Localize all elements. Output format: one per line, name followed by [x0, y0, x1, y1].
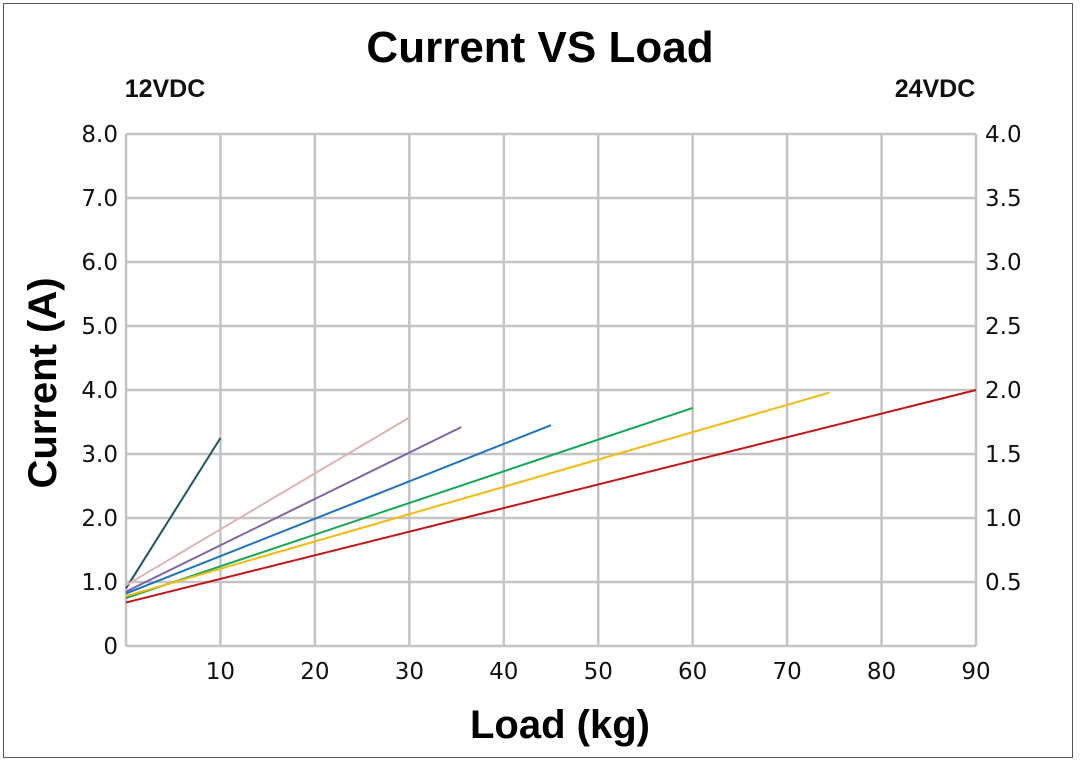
y-tick-label: 8.0	[81, 122, 118, 148]
x-tick-label: 50	[584, 659, 613, 685]
y-tick-label: 4.0	[81, 378, 118, 404]
x-tick-label: 70	[772, 659, 801, 685]
series-line	[125, 391, 830, 598]
x-tick-label: 40	[489, 659, 518, 685]
x-tick-label: 60	[678, 659, 707, 685]
y2-tick-label: 4.0	[985, 122, 1022, 148]
y-axis-title: Current (A)	[21, 277, 65, 488]
y-tick-label: 1.0	[81, 570, 118, 596]
x-tick-label: 80	[867, 659, 896, 685]
x-tick-label: 10	[206, 659, 235, 685]
series-line	[125, 406, 693, 599]
y2-tick-label: 3.5	[985, 186, 1022, 212]
y2-tick-label: 2.5	[985, 314, 1022, 340]
y-tick-label: 6.0	[81, 250, 118, 276]
y-tick-label: 5.0	[81, 314, 118, 340]
x-tick-label: 90	[961, 659, 990, 685]
y2-tick-label: 1.5	[985, 442, 1022, 468]
y2-tick-label: 2.0	[985, 378, 1022, 404]
y-tick-label: 7.0	[81, 186, 118, 212]
x-tick-label: 20	[300, 659, 329, 685]
chart-title: Current VS Load	[366, 23, 713, 72]
y-tick-label: 0	[103, 634, 118, 660]
y2-tick-label: 0.5	[985, 570, 1022, 596]
right-axis-voltage-label: 24VDC	[895, 75, 976, 103]
chart-frame	[3, 3, 1073, 758]
series-line	[125, 389, 977, 604]
y2-tick-label: 1.0	[985, 506, 1022, 532]
series-line	[125, 416, 410, 587]
y2-tick-label: 3.0	[985, 250, 1022, 276]
series-line	[125, 424, 552, 595]
series-line	[125, 437, 222, 589]
x-tick-label: 30	[395, 659, 424, 685]
x-axis-title: Load (kg)	[470, 703, 650, 747]
series-line	[125, 426, 462, 593]
y-tick-label: 2.0	[81, 506, 118, 532]
left-axis-voltage-label: 12VDC	[125, 75, 206, 103]
y-tick-label: 3.0	[81, 442, 118, 468]
